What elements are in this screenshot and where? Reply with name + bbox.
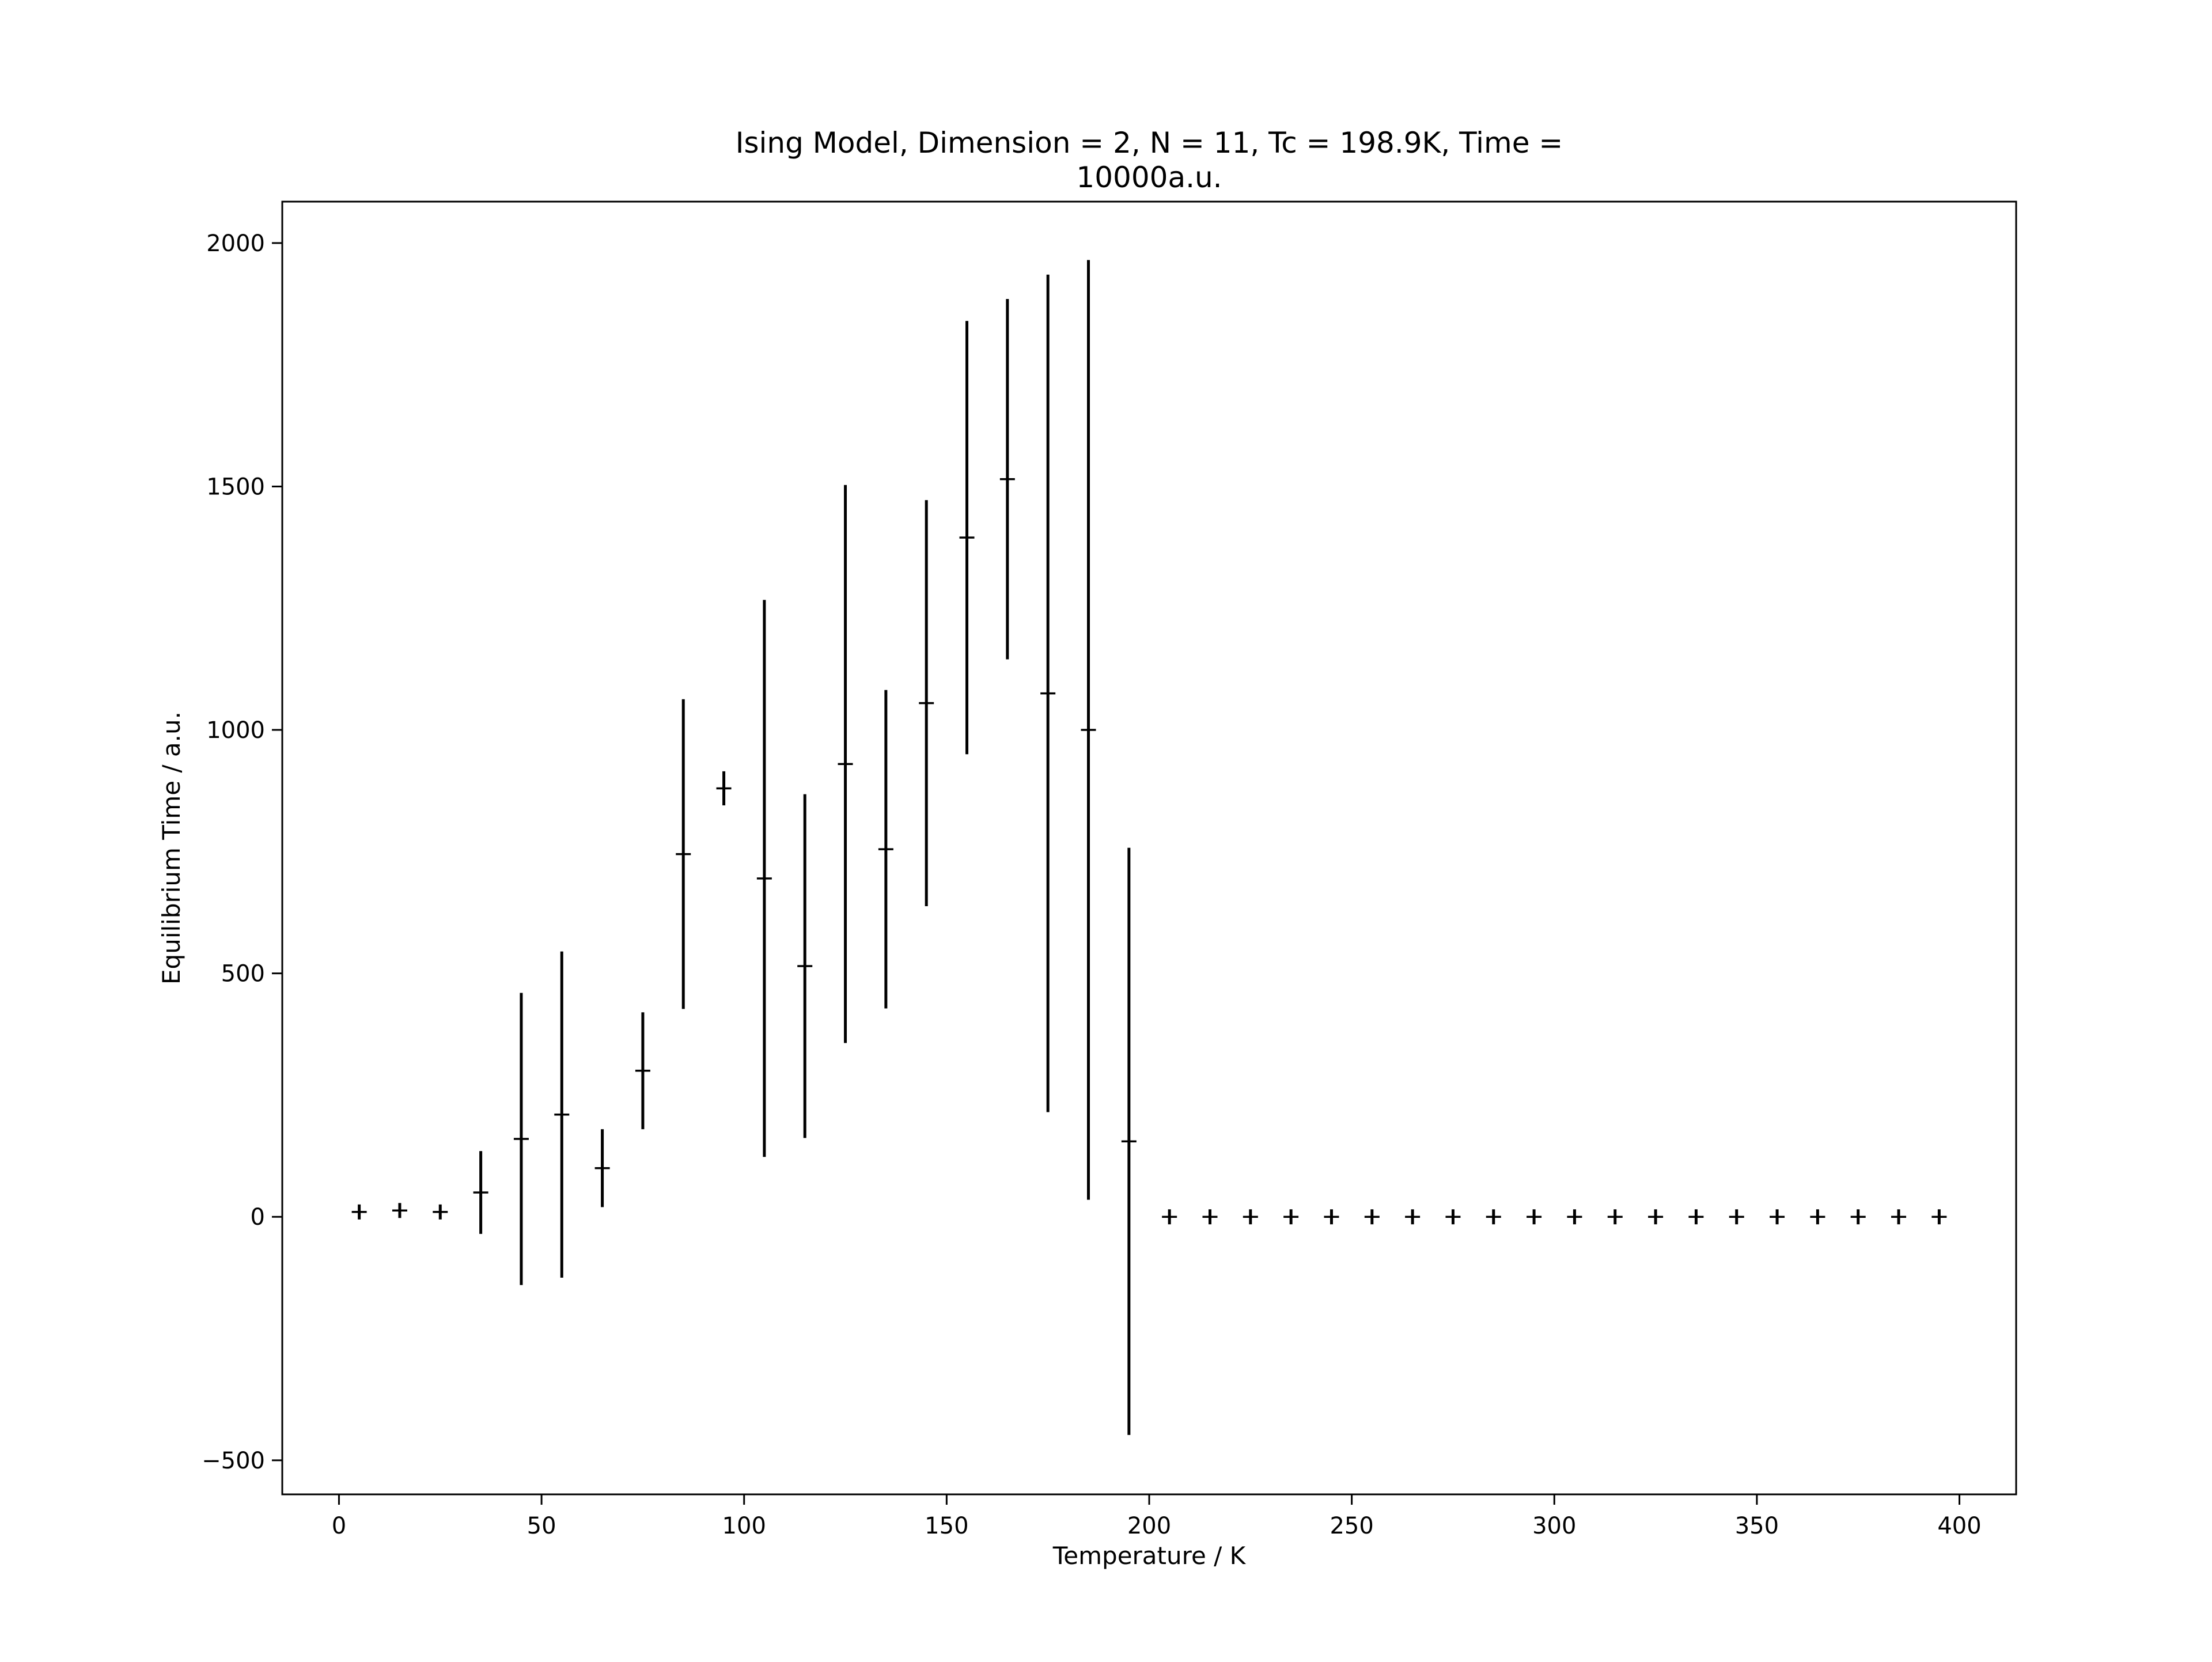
data-point (919, 500, 934, 907)
data-point (392, 1203, 407, 1218)
chart-title-line-2: 10000a.u. (1076, 161, 1222, 194)
data-point (594, 1129, 610, 1207)
data-point (1648, 1209, 1664, 1225)
data-point (1081, 260, 1096, 1200)
data-marks (351, 260, 1947, 1435)
data-point (1891, 1209, 1907, 1225)
x-tick-label: 400 (1937, 1513, 1981, 1539)
data-point (1162, 1209, 1177, 1225)
data-point (513, 993, 529, 1285)
y-tick-label: 1000 (206, 717, 265, 744)
x-tick-label: 100 (722, 1513, 766, 1539)
x-tick-label: 350 (1735, 1513, 1779, 1539)
data-point (1486, 1209, 1501, 1225)
data-point (433, 1204, 448, 1220)
data-point (1567, 1209, 1582, 1225)
data-point (756, 600, 772, 1157)
data-point (1931, 1209, 1947, 1225)
data-point (351, 1204, 367, 1220)
data-point (1405, 1209, 1421, 1225)
chart-title-line-1: Ising Model, Dimension = 2, N = 11, Tc =… (736, 126, 1563, 160)
y-axis-label: Equilibrium Time / a.u. (157, 711, 185, 985)
y-tick-label: 500 (221, 961, 265, 987)
y-tick-label: −500 (202, 1448, 265, 1474)
y-tick-label: 1500 (206, 474, 265, 500)
data-point (1324, 1209, 1339, 1225)
data-point (999, 299, 1015, 660)
plot-frame (281, 200, 2017, 1496)
data-point (473, 1151, 488, 1234)
data-point (838, 484, 853, 1043)
y-tick-label: 2000 (206, 230, 265, 257)
y-axis: −500 0 500 1000 1500 2000 (202, 230, 282, 1474)
data-point (1364, 1209, 1380, 1225)
x-tick-label: 150 (925, 1513, 968, 1539)
data-point (1243, 1209, 1258, 1225)
data-point (1445, 1209, 1461, 1225)
data-point (1121, 847, 1137, 1435)
data-point (716, 771, 732, 806)
data-point (1527, 1209, 1542, 1225)
x-tick-label: 200 (1127, 1513, 1171, 1539)
x-tick-label: 50 (527, 1513, 556, 1539)
data-point (959, 321, 975, 755)
x-axis-label: Temperature / K (1052, 1542, 1247, 1570)
data-point (1283, 1209, 1299, 1225)
data-point (878, 690, 893, 1009)
data-point (1202, 1209, 1218, 1225)
data-point (1810, 1209, 1825, 1225)
data-point (554, 951, 570, 1278)
data-point (1850, 1209, 1866, 1225)
x-tick-label: 250 (1330, 1513, 1373, 1539)
x-tick-label: 0 (332, 1513, 346, 1539)
data-point (1688, 1209, 1704, 1225)
data-point (635, 1012, 650, 1130)
y-tick-label: 0 (251, 1204, 265, 1231)
data-point (676, 699, 691, 1009)
data-point (1040, 274, 1056, 1112)
x-axis: 0 50 100 150 200 250 300 350 400 (332, 1494, 1982, 1539)
data-point (797, 794, 813, 1138)
data-point (1729, 1209, 1744, 1225)
x-tick-label: 300 (1532, 1513, 1576, 1539)
data-point (1607, 1209, 1623, 1225)
data-point (1770, 1209, 1785, 1225)
